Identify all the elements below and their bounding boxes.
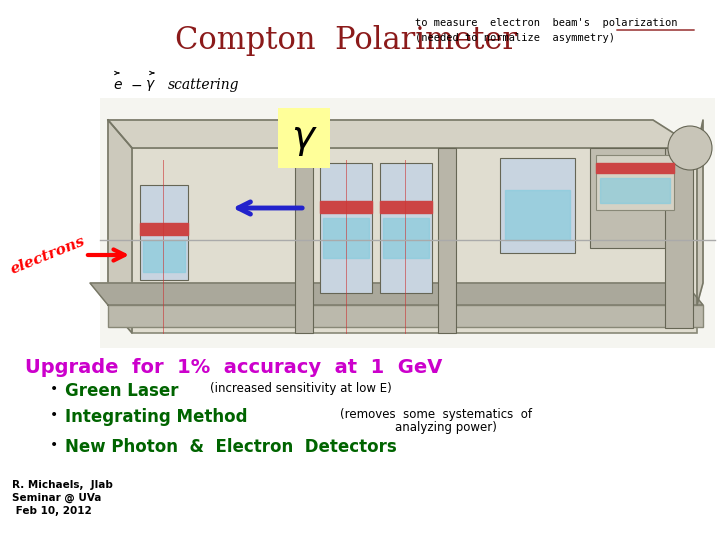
Bar [323, 218, 369, 258]
Bar [596, 155, 674, 210]
Circle shape [668, 126, 712, 170]
Text: electrons: electrons [8, 234, 87, 276]
Bar [295, 148, 313, 333]
Bar [665, 148, 693, 328]
Text: $\gamma$: $\gamma$ [291, 122, 318, 159]
Bar [380, 201, 432, 213]
Text: $e$: $e$ [113, 78, 123, 92]
Polygon shape [697, 120, 703, 305]
Text: Integrating Method: Integrating Method [65, 408, 248, 426]
Bar [278, 108, 330, 168]
Text: •: • [50, 438, 58, 452]
Text: Seminar @ UVa: Seminar @ UVa [12, 493, 102, 503]
Text: $\gamma$: $\gamma$ [145, 78, 156, 93]
Bar [143, 240, 185, 272]
Bar [596, 163, 674, 173]
Bar [132, 148, 697, 333]
Bar [320, 163, 372, 293]
Text: Upgrade  for  1%  accuracy  at  1  GeV: Upgrade for 1% accuracy at 1 GeV [25, 358, 442, 377]
Text: scattering: scattering [168, 78, 240, 92]
Text: (increased sensitivity at low E): (increased sensitivity at low E) [210, 382, 392, 395]
Bar [380, 163, 432, 293]
Bar [108, 305, 703, 327]
Bar [383, 218, 429, 258]
Polygon shape [108, 120, 132, 333]
Text: $-$: $-$ [130, 78, 142, 92]
Polygon shape [90, 283, 703, 305]
Bar [438, 148, 456, 333]
Text: Feb 10, 2012: Feb 10, 2012 [12, 506, 91, 516]
Bar [140, 223, 188, 235]
Bar [590, 148, 680, 248]
Bar [500, 158, 575, 253]
Text: New Photon  &  Electron  Detectors: New Photon & Electron Detectors [65, 438, 397, 456]
Bar [600, 178, 670, 203]
Polygon shape [108, 120, 697, 148]
Text: to measure  electron  beam's  polarization: to measure electron beam's polarization [415, 18, 678, 28]
Bar [320, 201, 372, 213]
Text: Green Laser: Green Laser [65, 382, 179, 400]
Text: (removes  some  systematics  of: (removes some systematics of [340, 408, 532, 421]
Bar [505, 190, 570, 240]
Bar [140, 185, 188, 280]
Text: Compton  Polarimeter: Compton Polarimeter [175, 25, 517, 56]
Text: •: • [50, 408, 58, 422]
Text: •: • [50, 382, 58, 396]
Text: (needed to normalize  asymmetry): (needed to normalize asymmetry) [415, 33, 615, 43]
Text: R. Michaels,  Jlab: R. Michaels, Jlab [12, 480, 113, 490]
Bar [100, 98, 715, 348]
Text: analyzing power): analyzing power) [395, 421, 497, 434]
